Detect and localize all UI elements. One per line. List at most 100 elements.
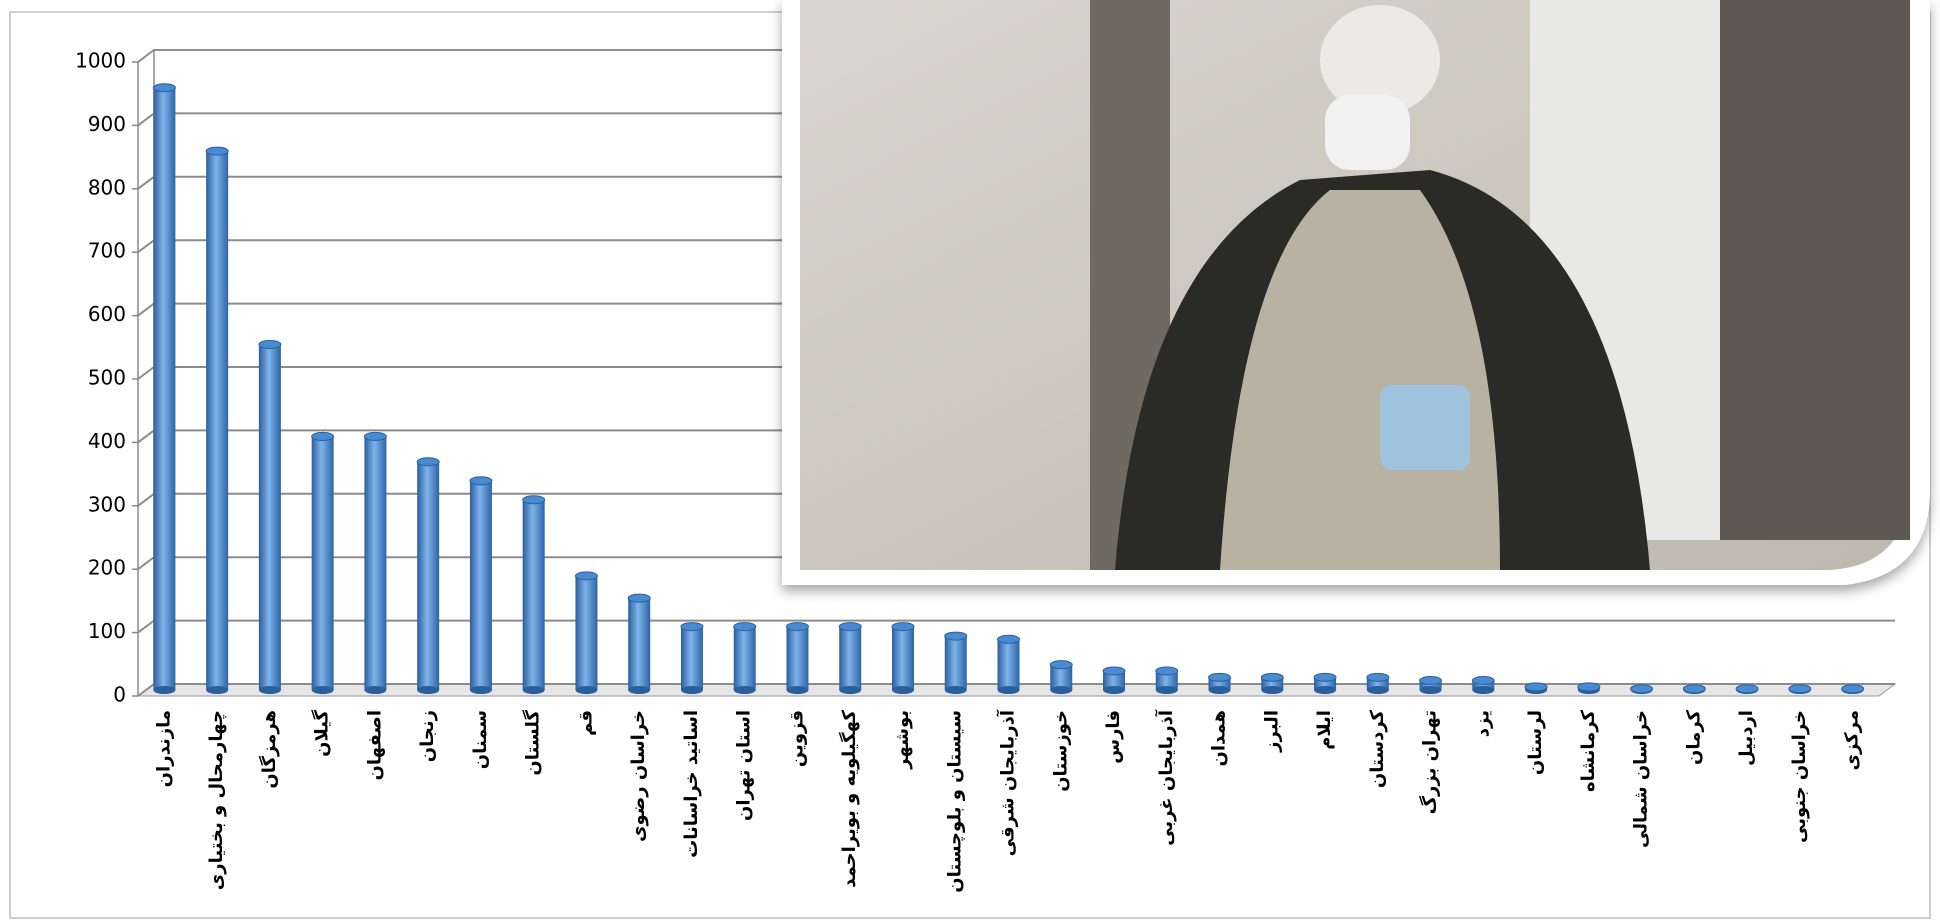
bar-base — [1103, 686, 1125, 694]
bar-body — [998, 639, 1020, 690]
bar-top — [523, 496, 545, 504]
x-tick-label: البرز — [1261, 710, 1282, 753]
bar-body — [575, 576, 597, 690]
bar-top — [1103, 667, 1125, 675]
bar-top — [312, 432, 334, 440]
bar-body — [259, 344, 281, 690]
bar — [206, 147, 228, 694]
bar — [364, 432, 386, 694]
bar — [470, 477, 492, 694]
chart: 01002003004005006007008009001000مازندران… — [0, 0, 1940, 923]
x-tick-label: سیستان و بلوچستان — [945, 710, 966, 893]
bar-base — [1261, 686, 1283, 694]
x-tick-label: خوزستان — [1050, 710, 1071, 792]
bar — [259, 340, 281, 694]
bar-base — [575, 686, 597, 694]
bar — [681, 623, 703, 694]
x-tick-label: چهارمحال و بختیاری — [206, 710, 227, 890]
bar — [312, 432, 334, 694]
bar-top — [364, 432, 386, 440]
x-tick-label: کهگیلویه و بویراحمد — [838, 709, 860, 887]
bar — [839, 623, 861, 694]
bar — [1314, 673, 1336, 694]
bar-base — [1314, 686, 1336, 694]
x-tick-label: قم — [575, 710, 596, 736]
bar-top — [417, 458, 439, 466]
bar-top — [734, 623, 756, 631]
bar-base — [892, 686, 914, 694]
y-tick-label: 900 — [88, 112, 126, 136]
bar-body — [312, 436, 334, 690]
bar-top — [1525, 683, 1547, 691]
bar-body — [206, 151, 228, 690]
y-tick-label: 1000 — [75, 49, 126, 73]
photo — [782, 0, 1930, 585]
bar-top — [575, 572, 597, 580]
x-tick-label: فارس — [1103, 710, 1124, 764]
bar-base — [1367, 686, 1389, 694]
x-tick-label: اصفهان — [364, 710, 385, 781]
y-tick-label: 0 — [113, 683, 126, 707]
bar-body — [839, 627, 861, 690]
bar-top — [259, 340, 281, 348]
bar-base — [1472, 686, 1494, 694]
x-tick-label: کرمانشاه — [1578, 709, 1599, 792]
bar — [998, 635, 1020, 694]
x-tick-label: ایلام — [1314, 710, 1335, 750]
x-tick-label: اساتید خراسانات — [681, 710, 702, 858]
x-tick-label: لرستان — [1525, 710, 1546, 775]
bar-base — [206, 686, 228, 694]
x-tick-label: استان تهران — [734, 710, 755, 821]
bar-top — [1683, 685, 1705, 693]
bar-top — [628, 594, 650, 602]
bar-top — [1578, 683, 1600, 691]
x-tick-label: مازندران — [153, 710, 174, 787]
bar — [786, 623, 808, 694]
bar — [153, 84, 175, 694]
bar-top — [1842, 685, 1864, 693]
bar — [575, 572, 597, 694]
bar-top — [1314, 673, 1336, 681]
bar-base — [1156, 686, 1178, 694]
bar-top — [1631, 685, 1653, 693]
x-tick-label: بوشهر — [892, 710, 913, 770]
bar-top — [1472, 676, 1494, 684]
x-tick-label: مرکزی — [1842, 710, 1863, 771]
y-tick-label: 800 — [88, 175, 126, 199]
bar-body — [681, 627, 703, 690]
x-tick-label: کردستان — [1367, 709, 1388, 788]
bar — [945, 632, 967, 694]
bar-base — [1209, 686, 1231, 694]
bar-body — [523, 500, 545, 690]
bar — [892, 623, 914, 694]
bar — [1472, 676, 1494, 694]
bar-top — [1261, 673, 1283, 681]
bar — [1050, 661, 1072, 694]
bar-top — [153, 84, 175, 92]
y-tick-label: 700 — [88, 239, 126, 263]
bar-body — [892, 627, 914, 690]
bar-top — [1156, 667, 1178, 675]
x-tick-label: قزوین — [786, 710, 807, 767]
x-tick-label: سمنان — [470, 710, 491, 769]
bar-top — [998, 635, 1020, 643]
y-tick-label: 200 — [88, 556, 126, 580]
bar-top — [892, 623, 914, 631]
x-tick-label: تهران بزرگ — [1419, 710, 1441, 814]
bar-body — [417, 462, 439, 690]
bar-base — [417, 686, 439, 694]
bar-top — [206, 147, 228, 155]
bar-top — [1420, 676, 1442, 684]
y-tick-label: 600 — [88, 302, 126, 326]
bar-top — [1789, 685, 1811, 693]
bar — [734, 623, 756, 694]
bar — [628, 594, 650, 694]
bar — [1736, 685, 1758, 694]
bar-base — [312, 686, 334, 694]
bar-base — [734, 686, 756, 694]
bar — [1420, 676, 1442, 694]
bar-body — [628, 598, 650, 690]
bar-base — [364, 686, 386, 694]
x-tick-label: گیلان — [311, 709, 333, 756]
bar-base — [945, 686, 967, 694]
